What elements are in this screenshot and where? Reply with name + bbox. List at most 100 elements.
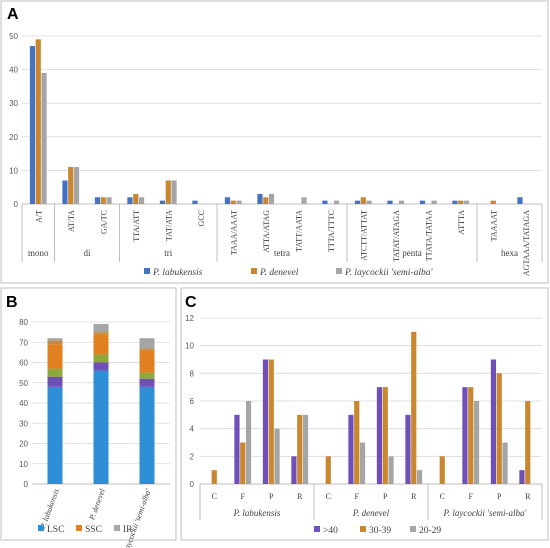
a-bar	[366, 200, 372, 204]
a-bar	[387, 200, 393, 204]
c-y-tick-label: 10	[185, 342, 194, 351]
c-category-label: F	[241, 492, 246, 501]
c-group-label: P. laycockii 'semi-alba'	[443, 508, 528, 518]
b-legend-swatch	[38, 525, 44, 531]
a-bar	[41, 72, 47, 205]
a-bar	[263, 197, 269, 204]
a-group-label: tri	[164, 248, 172, 258]
c-bar	[234, 414, 240, 484]
b-bar-segment	[93, 370, 109, 484]
a-bar	[301, 197, 307, 204]
c-category-label: C	[440, 492, 445, 501]
c-bar	[490, 359, 497, 484]
a-category-label: ATCTT/ATTAT	[359, 210, 368, 261]
a-bar	[333, 200, 340, 204]
c-bar	[291, 456, 297, 484]
b-legend-swatch	[114, 525, 120, 531]
a-legend-label: P. denevel	[259, 268, 299, 278]
a-bar	[224, 197, 231, 204]
b-bar-segment	[93, 354, 109, 363]
b-y-tick-label: 70	[19, 338, 28, 347]
c-y-tick-label: 12	[185, 314, 194, 323]
a-category-label: TTATA/TATAA	[424, 210, 433, 261]
a-group-label: tetra	[274, 248, 290, 258]
a-bar	[490, 200, 496, 204]
b-bar-segment	[47, 338, 63, 341]
a-y-tick-label: 40	[9, 66, 18, 75]
c-y-tick-label: 8	[190, 369, 195, 378]
a-bar	[159, 200, 166, 204]
b-bar-segment	[139, 386, 155, 484]
b-y-tick-label: 40	[19, 399, 28, 408]
c-bar	[496, 373, 502, 484]
panel-a-frame	[0, 0, 549, 284]
a-bar	[419, 200, 426, 204]
c-bar	[302, 414, 309, 484]
c-category-label: F	[355, 492, 360, 501]
c-category-label: R	[297, 492, 303, 501]
c-bar	[359, 442, 366, 484]
panel-a: A 0 10 20 30 40 50 A/T AT/TA GA/TC TTA/ATT TAT/AT…	[0, 0, 549, 284]
c-legend-label: 20-29	[419, 526, 441, 536]
c-legend-swatch	[360, 526, 366, 532]
a-bar	[171, 180, 177, 204]
a-category-label: A/T	[34, 210, 43, 223]
c-bar	[462, 387, 468, 484]
b-bar-segment	[47, 376, 63, 387]
a-bar	[165, 180, 171, 204]
b-bar-segment	[139, 338, 155, 349]
a-bar	[268, 193, 275, 204]
a-bar	[452, 200, 458, 204]
a-legend-label: P. laycockii 'semi-alba'	[344, 268, 433, 278]
a-bar	[360, 197, 366, 204]
b-bar-segment	[93, 324, 109, 333]
a-category-label: TAAAAT	[489, 210, 498, 241]
a-bar	[127, 197, 133, 204]
c-category-label: P	[383, 492, 388, 501]
c-category-label: R	[525, 492, 531, 501]
a-y-tick-label: 20	[9, 133, 18, 142]
panel-b-letter: B	[6, 294, 18, 311]
c-bar	[268, 359, 274, 484]
c-category-label: C	[212, 492, 217, 501]
c-bar	[439, 456, 445, 484]
b-bar-segment	[47, 368, 63, 377]
c-bar	[240, 442, 246, 484]
a-bar	[192, 200, 198, 204]
c-bar	[525, 401, 531, 484]
b-legend-label: SSC	[85, 525, 102, 535]
b-y-tick-label: 30	[19, 419, 28, 428]
a-y-tick-label: 50	[9, 32, 18, 41]
c-bar	[274, 428, 280, 484]
c-category-label: P	[269, 492, 274, 501]
a-legend-swatch	[144, 268, 150, 274]
b-bar-segment	[47, 340, 63, 345]
b-bar-segment	[47, 386, 63, 484]
a-group-label: mono	[28, 248, 49, 258]
a-bar	[458, 200, 464, 204]
a-bar	[62, 180, 68, 204]
a-y-tick-label: 0	[14, 200, 19, 209]
c-bar	[354, 401, 360, 484]
c-legend-label: 30-39	[369, 526, 391, 536]
b-y-tick-label: 10	[19, 460, 28, 469]
c-bar	[416, 470, 423, 484]
a-category-label: GCC	[197, 210, 206, 226]
b-legend-swatch	[76, 525, 82, 531]
c-category-label: R	[411, 492, 417, 501]
c-legend-swatch	[314, 526, 320, 532]
c-bar	[211, 470, 217, 484]
a-group-label: penta	[402, 248, 422, 258]
b-bar-segment	[139, 348, 155, 351]
a-bar	[463, 200, 470, 204]
c-bar	[262, 359, 269, 484]
a-category-label: GA/TC	[99, 210, 108, 234]
a-group-label: di	[83, 248, 91, 258]
c-bar	[411, 331, 417, 484]
a-bar	[230, 200, 236, 204]
a-bar	[431, 200, 437, 204]
a-legend-swatch	[336, 268, 342, 274]
b-y-tick-label: 80	[19, 318, 28, 327]
c-bar	[468, 387, 474, 484]
